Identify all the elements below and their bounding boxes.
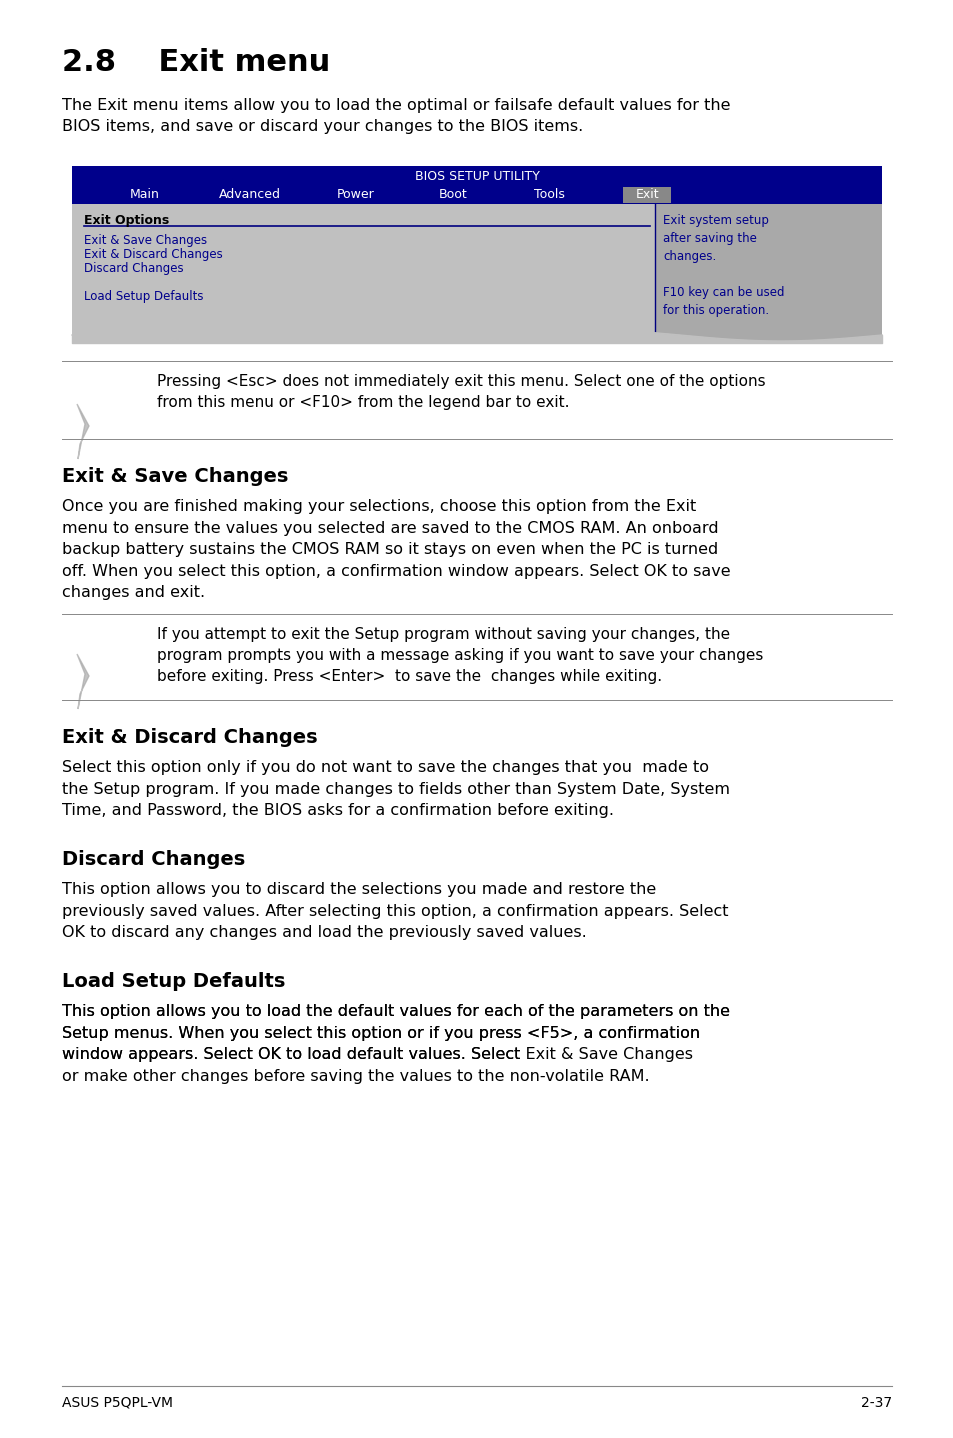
FancyBboxPatch shape [71,165,882,186]
Text: Exit: Exit [635,188,659,201]
Text: Discard Changes: Discard Changes [84,262,183,275]
Text: Exit system setup
after saving the
changes.

F10 key can be used
for this operat: Exit system setup after saving the chang… [662,214,784,316]
Text: Load Setup Defaults: Load Setup Defaults [84,290,203,303]
Text: If you attempt to exit the Setup program without saving your changes, the
progra: If you attempt to exit the Setup program… [157,627,762,684]
Text: Main: Main [130,188,160,201]
Text: Select this option only if you do not want to save the changes that you  made to: Select this option only if you do not wa… [62,761,729,818]
Text: BIOS SETUP UTILITY: BIOS SETUP UTILITY [415,170,538,183]
Text: Exit & Save Changes: Exit & Save Changes [62,467,288,486]
FancyBboxPatch shape [71,204,882,341]
Text: ASUS P5QPL-VM: ASUS P5QPL-VM [62,1396,172,1411]
Text: 2.8    Exit menu: 2.8 Exit menu [62,47,330,78]
Text: Pressing <Esc> does not immediately exit this menu. Select one of the options
fr: Pressing <Esc> does not immediately exit… [157,374,765,410]
FancyBboxPatch shape [71,186,882,204]
Text: Boot: Boot [437,188,467,201]
Text: Exit Options: Exit Options [84,214,169,227]
Text: Exit & Discard Changes: Exit & Discard Changes [84,247,222,262]
FancyBboxPatch shape [622,187,670,203]
Text: This option allows you to load the default values for each of the parameters on : This option allows you to load the defau… [62,1004,729,1063]
Text: This option allows you to load the default values for each of the parameters on : This option allows you to load the defau… [62,1004,729,1084]
Text: The Exit menu items allow you to load the optimal or failsafe default values for: The Exit menu items allow you to load th… [62,98,730,134]
Text: Exit & Discard Changes: Exit & Discard Changes [62,728,317,746]
Polygon shape [77,404,89,459]
Text: Discard Changes: Discard Changes [62,850,245,869]
Text: Advanced: Advanced [219,188,281,201]
Text: Exit & Save Changes: Exit & Save Changes [84,234,207,247]
Text: Power: Power [336,188,374,201]
Text: Tools: Tools [534,188,565,201]
Polygon shape [77,654,89,709]
Text: This option allows you to discard the selections you made and restore the
previo: This option allows you to discard the se… [62,881,728,940]
Text: Once you are finished making your selections, choose this option from the Exit
m: Once you are finished making your select… [62,499,730,601]
Text: Load Setup Defaults: Load Setup Defaults [62,972,285,991]
FancyBboxPatch shape [655,204,882,341]
Text: 2-37: 2-37 [860,1396,891,1411]
